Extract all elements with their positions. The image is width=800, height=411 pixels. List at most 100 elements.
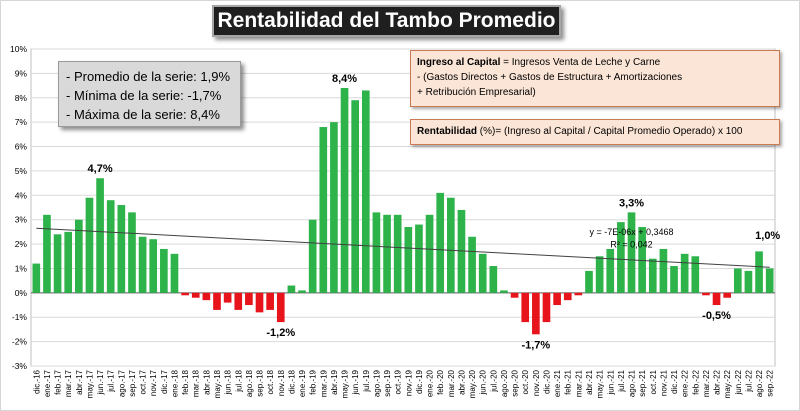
- bar: [617, 222, 625, 293]
- x-tick-label: jun.-18: [224, 369, 233, 395]
- x-tick-label: oct.-19: [394, 369, 403, 394]
- stat-promedio: - Promedio de la serie: 1,9%: [66, 69, 231, 84]
- bar: [670, 266, 678, 293]
- bar: [595, 256, 604, 293]
- bar: [648, 258, 657, 293]
- bar: [627, 212, 636, 293]
- bar: [468, 236, 476, 293]
- x-tick-label: nov.-17: [149, 369, 158, 396]
- x-tick-label: feb.-20: [436, 369, 445, 394]
- data-label: 1,0%: [755, 230, 780, 242]
- x-tick-label: sep.-19: [383, 369, 392, 396]
- bar: [383, 214, 391, 293]
- bar: [96, 178, 104, 293]
- bar: [319, 127, 328, 293]
- x-tick-label: jul.-22: [744, 369, 753, 392]
- bar: [330, 122, 338, 293]
- x-tick-label: oct.-17: [139, 369, 148, 394]
- bar: [53, 234, 62, 293]
- x-tick-label: dic.-17: [160, 369, 169, 394]
- bar: [755, 251, 763, 293]
- x-tick-label: jun.-17: [96, 369, 105, 395]
- x-tick-label: feb.-22: [691, 369, 700, 394]
- x-tick-label: abr.-18: [202, 369, 211, 394]
- bar: [585, 270, 593, 293]
- bar: [532, 292, 540, 335]
- bar: [128, 212, 136, 293]
- x-tick-label: ago.-20: [500, 369, 509, 397]
- x-tick-label: mar.-19: [319, 369, 328, 397]
- bar: [138, 236, 147, 293]
- chart-title-box: Rentabilidad del Tambo Promedio: [212, 5, 561, 37]
- x-tick-label: nov.-21: [659, 369, 668, 396]
- bar: [691, 256, 700, 293]
- x-tick-label: ene.-21: [553, 369, 562, 397]
- x-tick-label: oct.-18: [266, 369, 275, 394]
- x-tick-label: abr.-22: [713, 369, 722, 394]
- bar: [478, 253, 487, 293]
- y-tick-label: 3%: [15, 215, 28, 225]
- x-tick-label: abr.-19: [330, 369, 339, 394]
- x-tick-label: nov.-19: [404, 369, 413, 396]
- x-tick-label: jun.-19: [351, 369, 360, 395]
- x-tick-label: dic.-20: [542, 369, 551, 394]
- x-tick-label: jul.-17: [107, 369, 116, 392]
- x-tick-label: jun.-21: [606, 369, 615, 395]
- x-tick-label: abr.-21: [585, 369, 594, 394]
- x-tick-label: sep.-17: [128, 369, 137, 396]
- x-tick-label: may.-21: [596, 369, 605, 398]
- y-tick-label: 6%: [15, 142, 28, 152]
- x-tick-label: feb.-19: [309, 369, 318, 394]
- bar: [266, 292, 274, 310]
- x-tick-label: feb.-18: [181, 369, 190, 394]
- bar: [85, 197, 94, 293]
- x-tick-label: ago.-18: [245, 369, 254, 397]
- trendline: [36, 227, 770, 268]
- bar: [202, 292, 211, 301]
- y-tick-label: 0%: [15, 288, 28, 298]
- x-tick-label: nov.-18: [277, 369, 286, 396]
- x-tick-label: dic.-21: [670, 369, 679, 394]
- rentabilidad-formula-box: Rentabilidad (%)= (Ingreso al Capital / …: [410, 119, 780, 145]
- bar: [574, 292, 583, 296]
- bar: [510, 292, 519, 298]
- bar: [521, 292, 530, 323]
- x-tick-label: jun.-20: [479, 369, 488, 395]
- formula-line-3: + Retribución Empresarial): [417, 87, 536, 98]
- rentabilidad-definition: (%)= (Ingreso al Capital / Capital Prome…: [477, 126, 743, 137]
- x-tick-label: jul.-19: [362, 369, 371, 392]
- x-tick-label: dic.-19: [415, 369, 424, 394]
- y-tick-label: -1%: [12, 312, 28, 322]
- bar: [500, 290, 508, 293]
- bar: [563, 292, 572, 301]
- x-tick-label: jul.-21: [617, 369, 626, 392]
- x-tick-label: mar.-22: [702, 369, 711, 397]
- bar: [149, 239, 158, 293]
- bar: [298, 290, 306, 293]
- bar: [117, 205, 126, 293]
- x-tick-label: jun.-22: [734, 369, 743, 395]
- formula-line-1: Ingreso al Capital = Ingresos Venta de L…: [417, 55, 773, 70]
- x-tick-label: mar.-18: [192, 369, 201, 397]
- bar: [223, 292, 232, 303]
- x-tick-label: ago.-17: [117, 369, 126, 397]
- y-tick-label: -3%: [12, 361, 28, 371]
- x-tick-label: dic.-18: [287, 369, 296, 394]
- y-tick-label: 2%: [15, 239, 28, 249]
- x-tick-label: may.-17: [85, 369, 94, 398]
- bar: [733, 268, 742, 293]
- x-tick-label: sep.-21: [638, 369, 647, 396]
- bar: [43, 214, 51, 293]
- data-label: -0,5%: [702, 310, 731, 322]
- bar: [75, 219, 83, 293]
- x-tick-label: ene.-19: [298, 369, 307, 397]
- x-tick-label: abr.-17: [75, 369, 84, 394]
- y-tick-label: 1%: [15, 263, 28, 273]
- series-stats-box: - Promedio de la serie: 1,9% - Mínima de…: [58, 61, 241, 127]
- x-tick-label: may.-20: [468, 369, 477, 398]
- stat-minima: - Mínima de la serie: -1,7%: [66, 88, 222, 103]
- x-tick-label: sep.-18: [256, 369, 265, 396]
- bar: [744, 270, 753, 293]
